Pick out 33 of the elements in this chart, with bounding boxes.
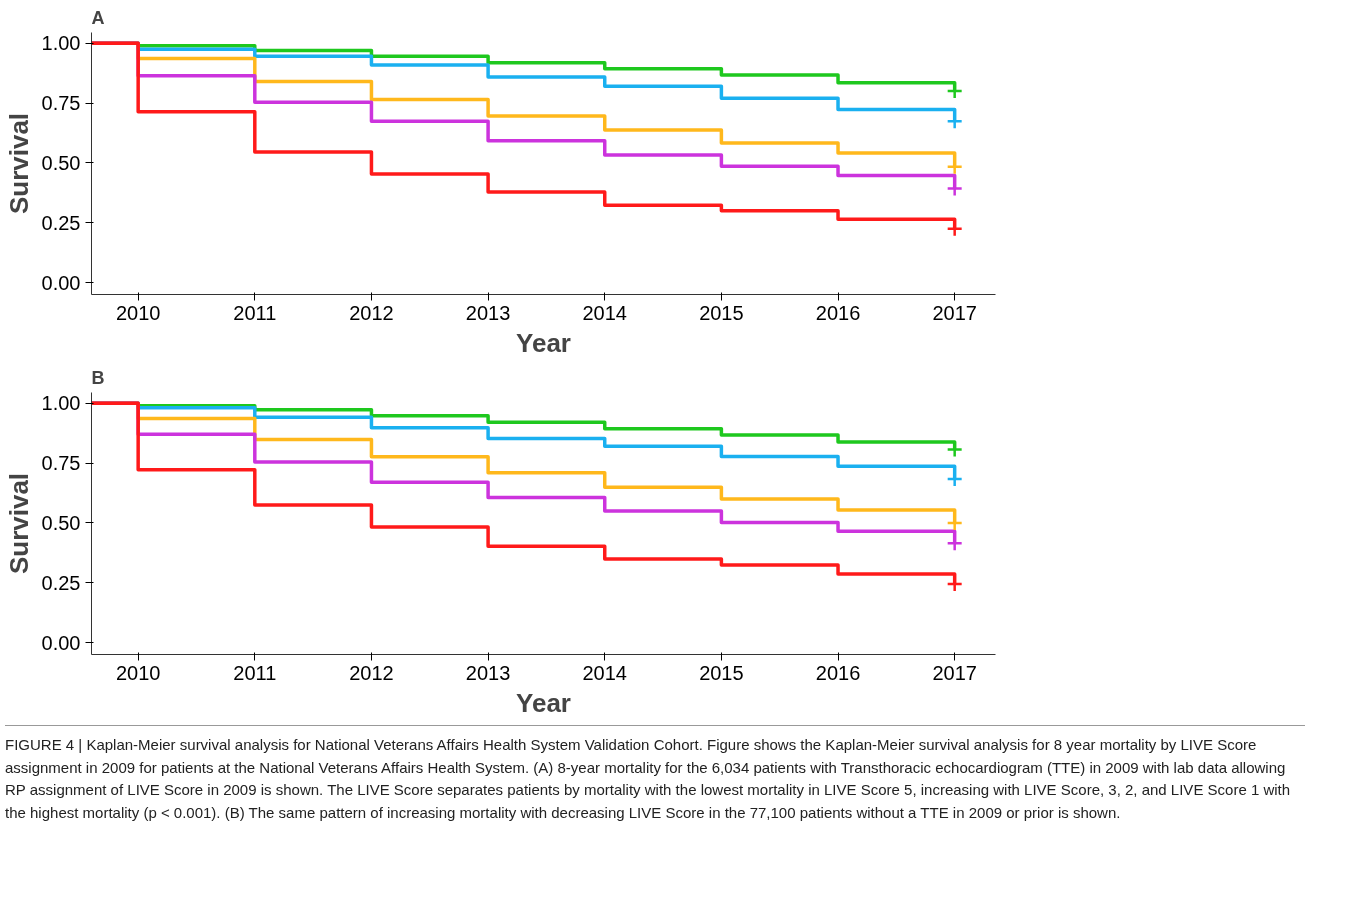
y-tick-label: 0.25: [41, 571, 81, 594]
y-tick-label: 0.50: [41, 511, 81, 534]
caption: FIGURE 4 | Kaplan-Meier survival analysis for National Veterans Affairs Health System Validation Cohort. Figure shows the Kaplan-Meier survival analysis for 8 year mortality by LIVE Score assignment in 2009 for patients at the National Veterans Affairs Health System. (A) 8-year mortality for the 6,034 patients with Transthoracic echocardiogram (TTE) in 2009 with lab data allowing RP assignment of LIVE Score in 2009 is shown. The LIVE Score separates patients by mortality with the lowest mortality in LIVE Score 5, increasing with LIVE Score, 3, 2, and LIVE Score 1 with the highest mortality (p < 0.001). (B) The same pattern of increasing mortality with decreasing LIVE Score in the 77,100 patients without a TTE in 2009 or prior is shown.: [5, 735, 1292, 823]
y-tick-label: 0.50: [41, 151, 81, 174]
y-tick-label: 1.00: [41, 392, 81, 415]
y-tick-label: 1.00: [41, 32, 81, 55]
x-tick-label: 2013: [465, 661, 511, 684]
y-axis-title: Survival: [3, 112, 34, 215]
x-tick-label: 2016: [815, 301, 861, 324]
y-tick-label: 0.00: [41, 271, 81, 294]
y-axis-title: Survival: [3, 472, 34, 575]
x-tick-label: 2014: [582, 661, 627, 684]
x-tick-label: 2011: [233, 301, 277, 324]
x-tick-label: 2015: [699, 661, 744, 684]
chart-title: A: [91, 7, 105, 28]
x-axis-title: Year: [516, 327, 571, 358]
y-tick-label: 0.25: [41, 211, 81, 234]
chart-title: B: [91, 367, 105, 388]
x-tick-label: 2017: [932, 301, 977, 324]
y-tick-label: 0.75: [41, 92, 81, 115]
x-tick-label: 2012: [349, 661, 394, 684]
x-tick-label: 2013: [465, 301, 511, 324]
x-axis-title: Year: [516, 687, 571, 718]
x-tick-label: 2016: [815, 661, 861, 684]
x-tick-label: 2014: [582, 301, 627, 324]
x-tick-label: 2015: [699, 301, 744, 324]
x-tick-label: 2017: [932, 661, 977, 684]
y-tick-label: 0.00: [41, 631, 81, 654]
x-tick-label: 2012: [349, 301, 394, 324]
y-tick-label: 0.75: [41, 452, 81, 475]
x-tick-label: 2010: [115, 301, 161, 324]
x-tick-label: 2011: [233, 661, 277, 684]
x-tick-label: 2010: [115, 661, 161, 684]
